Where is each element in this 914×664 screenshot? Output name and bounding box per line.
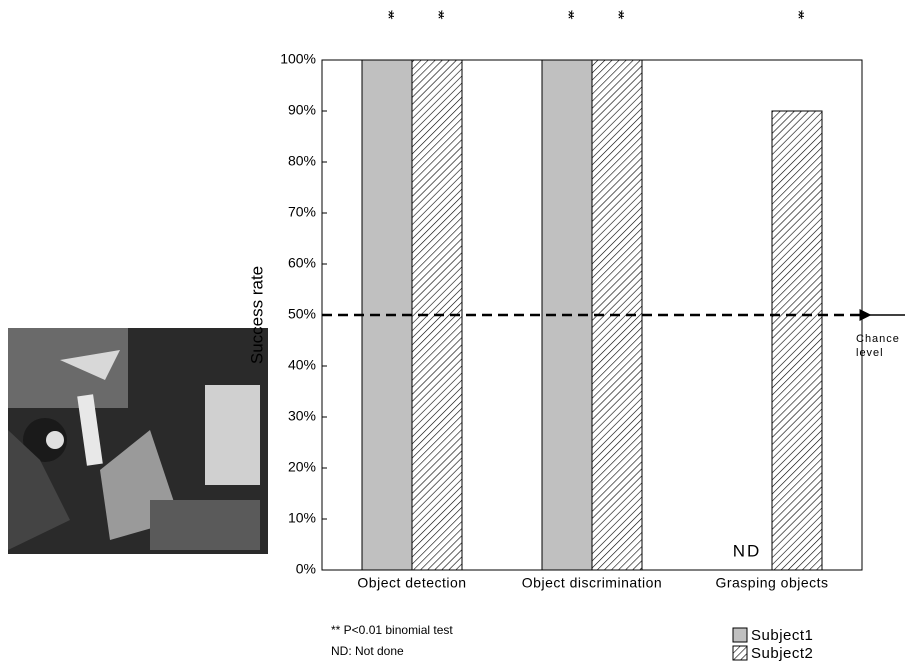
y-tick-label: 40% <box>288 357 316 373</box>
page: Success rate 0% 10% 20% 30% 40% 50% 60% 70% 80% 9… <box>0 0 914 664</box>
y-tick-label: 50% <box>288 306 316 322</box>
legend-label: Subject2 <box>751 645 813 662</box>
legend-swatch <box>733 628 747 642</box>
bar <box>772 111 822 570</box>
significance-marker: ** <box>379 10 396 19</box>
legend-swatch <box>733 646 747 660</box>
y-tick-label: 20% <box>288 459 316 475</box>
chart: Success rate 0% 10% 20% 30% 40% 50% 60% 70% 80% 9… <box>0 0 914 664</box>
y-tick-label: 60% <box>288 255 316 271</box>
significance-marker: ** <box>559 10 576 19</box>
not-done-label: ND <box>733 541 762 560</box>
significance-marker: ** <box>609 10 626 19</box>
y-tick-label: 0% <box>296 561 316 577</box>
x-tick-label: Object detection <box>357 575 466 591</box>
significance-marker: ** <box>429 10 446 19</box>
y-tick-label: 10% <box>288 510 316 526</box>
footnote: ** P<0.01 binomial test <box>331 623 453 637</box>
y-axis-label: Success rate <box>247 266 266 364</box>
photo <box>8 328 268 554</box>
chance-label: Chance level <box>856 332 906 360</box>
legend-label: Subject1 <box>751 627 813 644</box>
y-tick-label: 30% <box>288 408 316 424</box>
footnote: ND: Not done <box>331 644 404 658</box>
y-tick-label: 90% <box>288 102 316 118</box>
significance-marker: ** <box>789 10 806 19</box>
y-tick-label: 100% <box>280 51 316 67</box>
y-tick-label: 70% <box>288 204 316 220</box>
y-tick-label: 80% <box>288 153 316 169</box>
x-tick-label: Grasping objects <box>715 575 828 591</box>
x-tick-label: Object discrimination <box>522 575 662 591</box>
